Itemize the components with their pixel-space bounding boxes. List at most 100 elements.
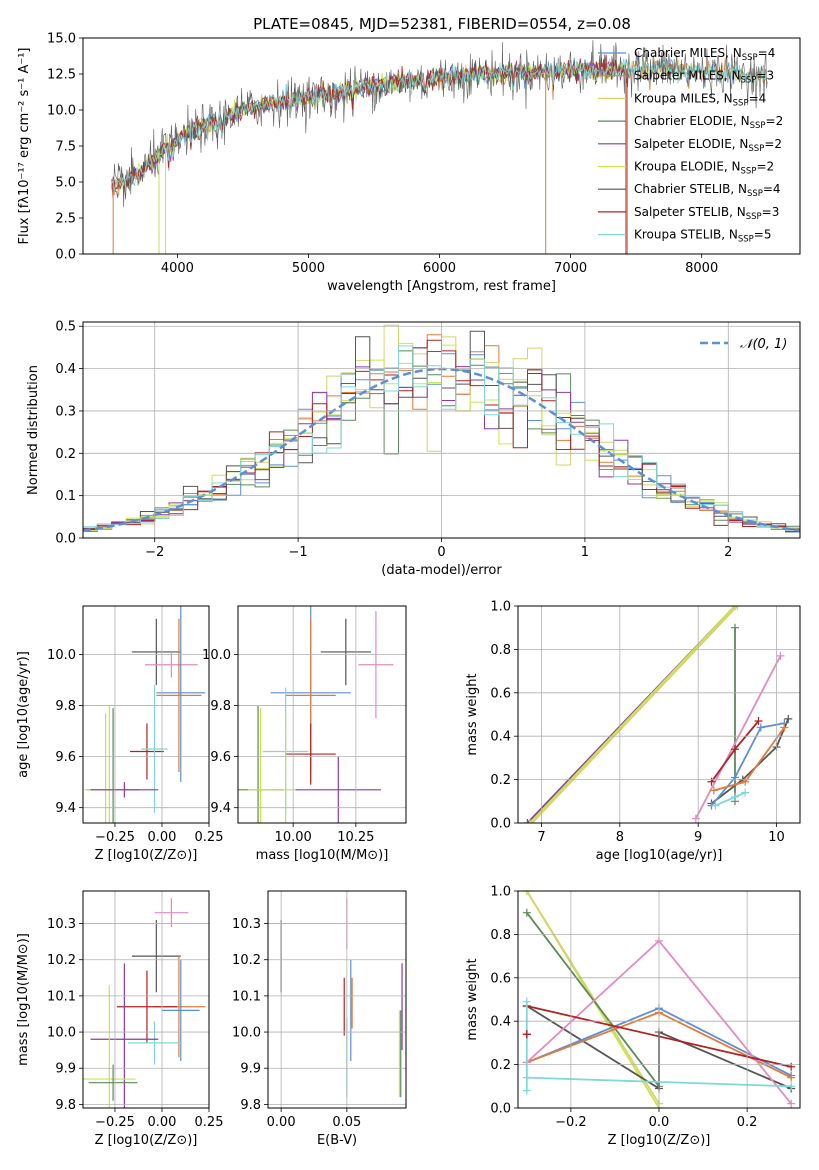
x-tick-label: 0.25: [195, 830, 224, 845]
plot-area: [280, 898, 403, 1098]
legend-label: Salpeter ELODIE, NSSP=2: [634, 137, 782, 154]
ticks: 0.00 0.05 9.8 9.9 10.0 10.1 10.2 10.3: [232, 917, 361, 1130]
legend-label-subscript: SSP: [750, 121, 766, 131]
panel-weight_vs_age: 7 8 9 10 0.0 0.2 0.4 0.6 0.8 1.0 age [log10(age/yr…: [465, 600, 801, 863]
panel-spectrum: 4000 5000 6000 7000 8000 0.0 2.5 5.0 7.5 10.0 12.5…: [17, 32, 801, 294]
legend: 𝒩(0, 1): [700, 337, 787, 352]
x-axis-label: Z [log10(Z/Z⊙)]: [95, 848, 198, 863]
weight-point-marker: [754, 717, 763, 726]
legend-label-subscript: SSP: [741, 167, 757, 177]
weight-point-marker: [730, 623, 739, 632]
panel-mass_vs_EBV: 0.00 0.05 9.8 9.9 10.0 10.1 10.2 10.3 E(B-V): [232, 890, 407, 1148]
gridlines: [83, 606, 210, 823]
axes-frame: [82, 37, 801, 255]
spectrum-series-line: [111, 54, 626, 199]
y-tick-label: 0.8: [490, 928, 511, 943]
y-tick-label: 0.0: [490, 1102, 511, 1117]
x-tick-label: −0.2: [555, 1115, 587, 1130]
weight-series-line: [713, 726, 786, 792]
x-tick-label: 0: [437, 545, 445, 560]
plot-area: [111, 40, 768, 254]
weight-point-marker: [787, 1082, 796, 1091]
axes-frame: [82, 605, 210, 824]
y-tick-label: 0.6: [490, 686, 511, 701]
axes-frame: [517, 890, 801, 1109]
x-tick-label: 8000: [685, 261, 718, 276]
weight-series-line: [529, 606, 736, 823]
gridlines: [238, 606, 406, 823]
plot-area: [523, 606, 793, 823]
y-axis-label: mass weight: [465, 958, 480, 1040]
weight-point-marker: [787, 1062, 796, 1071]
y-axis-label: Normed distribution: [26, 365, 41, 495]
y-tick-label: 10.3: [47, 917, 76, 932]
legend-label-subscript: SSP: [747, 189, 763, 199]
x-tick-label: 1: [581, 545, 589, 560]
y-tick-label: 12.5: [47, 68, 76, 83]
x-axis-label: wavelength [Angstrom, rest frame]: [327, 279, 556, 294]
weight-point-marker: [730, 792, 739, 801]
x-tick-label: 2: [724, 545, 732, 560]
legend-label: 𝒩(0, 1): [740, 337, 787, 352]
gridlines: [83, 891, 210, 1108]
weight-point-marker: [522, 1086, 531, 1095]
x-tick-label: 0.2: [737, 1115, 758, 1130]
weight-point-marker: [741, 788, 750, 797]
x-tick-label: −0.25: [95, 830, 135, 845]
y-tick-label: 1.0: [490, 885, 511, 900]
ticks: −0.25 0.00 0.25 9.4 9.6 9.8 10.0: [47, 648, 223, 845]
y-tick-label: 0.0: [55, 532, 76, 547]
weight-point-marker: [528, 819, 537, 823]
legend-label-tail: =4: [749, 91, 767, 105]
y-tick-label: 0.4: [490, 730, 511, 745]
ticks: 10.00 10.25 9.4 9.6 9.8 10.0: [202, 648, 374, 845]
axes-frame: [237, 605, 407, 824]
legend-label-tail: =4: [763, 182, 781, 196]
y-tick-label: 10.0: [47, 1026, 76, 1041]
panel-age_vs_Z: −0.25 0.00 0.25 9.4 9.6 9.8 10.0 Z [log10(Z/Z⊙)…: [16, 605, 223, 863]
x-axis-label: E(B-V): [317, 1133, 357, 1148]
y-tick-label: 9.8: [240, 1098, 261, 1113]
y-tick-label: 9.9: [55, 1062, 76, 1077]
weight-point-marker: [776, 651, 785, 660]
axes-frame: [82, 321, 801, 539]
x-tick-label: 9: [694, 830, 702, 845]
axes-frame: [267, 890, 407, 1109]
y-tick-label: 9.8: [55, 1098, 76, 1113]
weight-point-marker: [522, 997, 531, 1006]
x-axis-label: (data-model)/error: [381, 563, 502, 578]
weight-point-marker: [780, 723, 789, 732]
weight-series-line: [710, 718, 790, 805]
weight-series-line: [710, 722, 785, 807]
plot-area: [84, 606, 206, 823]
y-tick-label: 0.0: [55, 248, 76, 263]
legend: Chabrier MILES, NSSP=4 Salpeter MILES, NS…: [598, 46, 783, 245]
axes-frame: [82, 890, 210, 1109]
y-tick-label: 9.8: [55, 699, 76, 714]
spectrum-series-line: [111, 58, 767, 191]
y-axis-label: mass [log10(M/M⊙)]: [16, 933, 31, 1066]
weight-point-marker: [784, 714, 793, 723]
y-tick-label: 10.3: [232, 917, 261, 932]
chart-panels: 4000 5000 6000 7000 80000.02.55.07.510.012.5…: [16, 32, 801, 1148]
y-tick-label: 0.6: [490, 971, 511, 986]
y-tick-label: 2.5: [55, 212, 76, 227]
x-tick-label: 6000: [423, 261, 456, 276]
y-tick-label: 0.2: [490, 1058, 511, 1073]
weight-series-line: [526, 912, 660, 1087]
panel-age_vs_mass: 10.00 10.25 9.4 9.6 9.8 10.0 mass [log10(M/M⊙)…: [202, 605, 407, 863]
y-tick-label: 0.3: [55, 404, 76, 419]
weight-point-marker: [522, 1030, 531, 1039]
legend-label-tail: =2: [766, 114, 784, 128]
ticks: −0.2 0.0 0.2 0.0 0.2 0.4 0.6 0.8 1.0: [490, 885, 757, 1131]
weight-series-line: [531, 606, 738, 823]
x-tick-label: 0.00: [148, 830, 177, 845]
x-tick-label: 10: [768, 830, 785, 845]
y-axis-label: age [log10(age/yr)]: [16, 651, 31, 778]
y-tick-label: 10.1: [47, 989, 76, 1004]
y-tick-label: 0.8: [490, 643, 511, 658]
x-axis-label: Z [log10(Z/Z⊙)]: [608, 1133, 711, 1148]
spectrum-series-line: [111, 62, 626, 192]
legend-label-subscript: SSP: [746, 212, 762, 222]
weight-point-marker: [523, 819, 532, 823]
